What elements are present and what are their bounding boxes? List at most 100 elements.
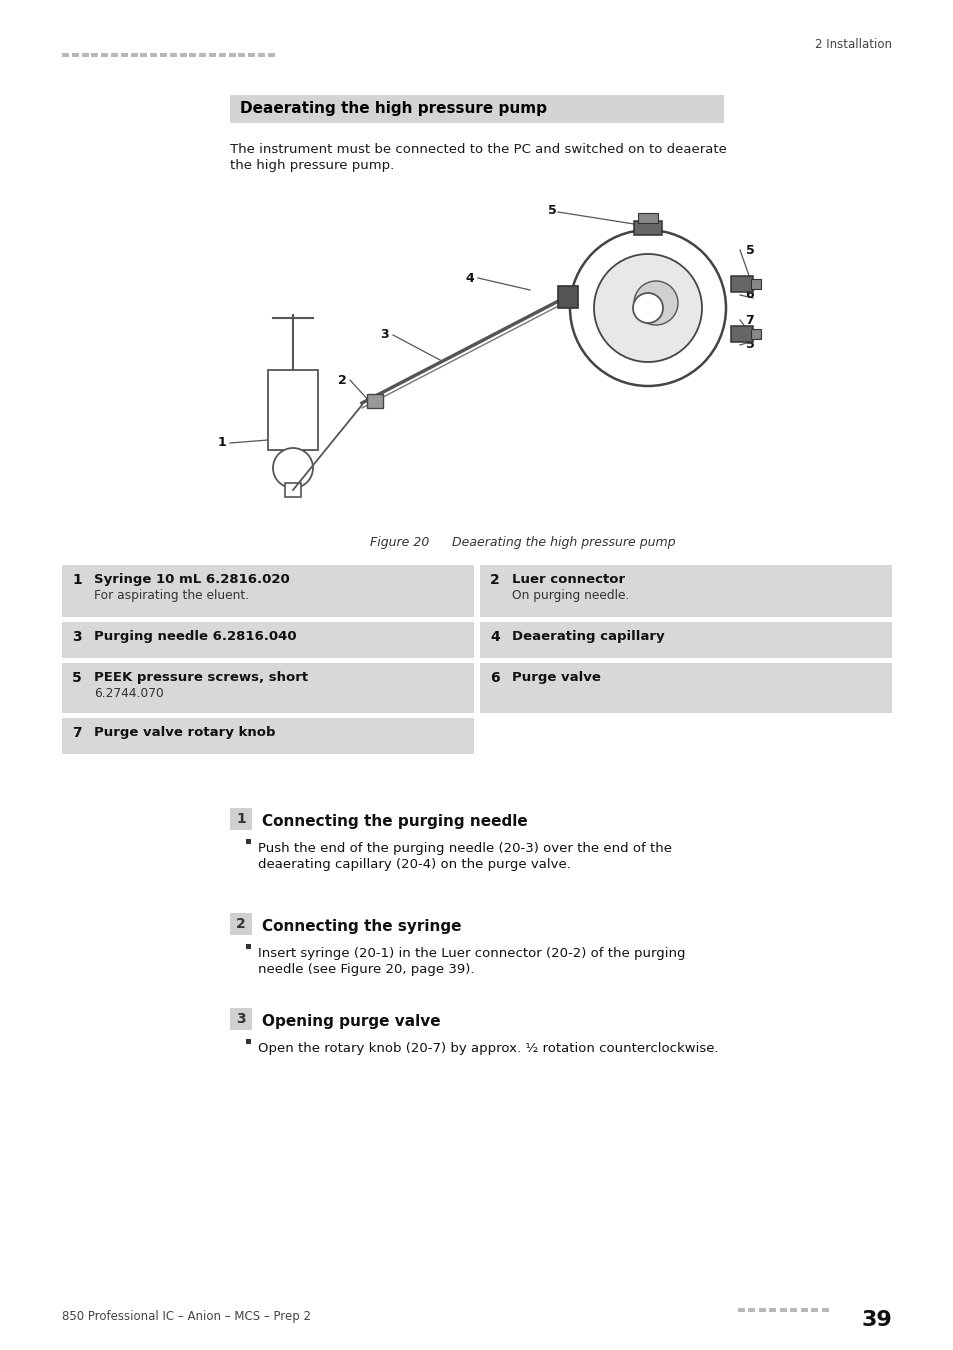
Text: deaerating capillary (20-4) on the purge valve.: deaerating capillary (20-4) on the purge… (257, 859, 570, 871)
Text: Deaerating the high pressure pump: Deaerating the high pressure pump (439, 536, 675, 549)
Bar (111, 53, 118, 57)
Text: 4: 4 (465, 271, 474, 285)
Text: 2: 2 (490, 572, 499, 587)
Bar (248, 53, 255, 57)
Bar (82, 53, 89, 57)
Text: Push the end of the purging needle (20-3) over the end of the: Push the end of the purging needle (20-3… (257, 842, 671, 855)
Text: 1: 1 (71, 572, 82, 587)
Text: Figure 20: Figure 20 (370, 536, 429, 549)
Bar (750, 279, 760, 289)
Text: 6: 6 (745, 289, 754, 301)
Circle shape (633, 293, 662, 323)
Text: Open the rotary knob (20-7) by approx. ½ rotation counterclockwise.: Open the rotary knob (20-7) by approx. ½… (257, 1042, 718, 1054)
Bar (150, 53, 157, 57)
Bar (190, 53, 196, 57)
Bar (246, 944, 251, 949)
Text: 5: 5 (745, 243, 754, 256)
Bar (367, 394, 382, 408)
Bar (759, 1308, 765, 1312)
Text: 850 Professional IC – Anion – MCS – Prep 2: 850 Professional IC – Anion – MCS – Prep… (62, 1310, 311, 1323)
Bar (62, 622, 474, 657)
Text: 6: 6 (490, 671, 499, 684)
Bar (246, 838, 251, 844)
Bar (62, 663, 474, 713)
Text: 3: 3 (380, 328, 389, 342)
Bar (179, 53, 187, 57)
Bar (257, 53, 265, 57)
Text: 3: 3 (71, 630, 82, 644)
Bar (479, 663, 891, 713)
Bar (230, 1008, 252, 1030)
Text: 7: 7 (71, 726, 82, 740)
Bar (730, 325, 752, 342)
Bar (479, 622, 891, 657)
Text: Purge valve rotary knob: Purge valve rotary knob (94, 726, 275, 738)
Bar (634, 221, 661, 235)
Text: Luer connector: Luer connector (512, 572, 624, 586)
Text: Syringe 10 mL 6.2816.020: Syringe 10 mL 6.2816.020 (94, 572, 290, 586)
Text: Connecting the syringe: Connecting the syringe (262, 919, 461, 934)
Bar (131, 53, 137, 57)
Text: 2: 2 (337, 374, 346, 386)
Text: On purging needle.: On purging needle. (512, 589, 629, 602)
Bar (229, 53, 235, 57)
Bar (230, 95, 723, 123)
Bar (780, 1308, 786, 1312)
Bar (638, 213, 658, 223)
Text: The instrument must be connected to the PC and switched on to deaerate: The instrument must be connected to the … (230, 143, 726, 157)
Bar (769, 1308, 776, 1312)
Bar (750, 329, 760, 339)
Text: Purge valve: Purge valve (512, 671, 600, 684)
Bar (140, 53, 148, 57)
Bar (71, 53, 79, 57)
Text: 2: 2 (236, 917, 246, 932)
Text: needle (see Figure 20, page 39).: needle (see Figure 20, page 39). (257, 963, 474, 976)
Bar (62, 566, 474, 617)
Text: Deaerating capillary: Deaerating capillary (512, 630, 664, 643)
Text: the high pressure pump.: the high pressure pump. (230, 159, 394, 171)
Text: For aspirating the eluent.: For aspirating the eluent. (94, 589, 249, 602)
Text: Insert syringe (20-1) in the Luer connector (20-2) of the purging: Insert syringe (20-1) in the Luer connec… (257, 946, 685, 960)
Bar (738, 1308, 744, 1312)
Bar (230, 913, 252, 936)
Text: 5: 5 (71, 671, 82, 684)
Bar (91, 53, 98, 57)
Text: 1: 1 (217, 436, 226, 450)
Bar (160, 53, 167, 57)
Text: 4: 4 (490, 630, 499, 644)
Bar (209, 53, 215, 57)
Text: 7: 7 (745, 313, 754, 327)
Bar (268, 370, 317, 450)
Bar (821, 1308, 828, 1312)
Bar (230, 809, 252, 830)
Text: 39: 39 (861, 1310, 891, 1330)
Bar (101, 53, 108, 57)
Circle shape (634, 281, 678, 325)
Text: Connecting the purging needle: Connecting the purging needle (262, 814, 527, 829)
Bar (730, 275, 752, 292)
Text: 1: 1 (236, 811, 246, 826)
Text: Purging needle 6.2816.040: Purging needle 6.2816.040 (94, 630, 296, 643)
Bar (238, 53, 245, 57)
Text: 2 Installation: 2 Installation (814, 38, 891, 51)
Text: Opening purge valve: Opening purge valve (262, 1014, 440, 1029)
Bar (246, 1040, 251, 1044)
Circle shape (273, 448, 313, 487)
Bar (479, 566, 891, 617)
Bar (170, 53, 176, 57)
Text: 3: 3 (236, 1012, 246, 1026)
Bar (121, 53, 128, 57)
Bar (285, 483, 301, 497)
Bar (199, 53, 206, 57)
Circle shape (569, 230, 725, 386)
Text: Deaerating the high pressure pump: Deaerating the high pressure pump (240, 101, 546, 116)
Text: PEEK pressure screws, short: PEEK pressure screws, short (94, 671, 308, 684)
Bar (811, 1308, 818, 1312)
Bar (62, 718, 474, 755)
Bar (790, 1308, 797, 1312)
Bar (218, 53, 226, 57)
Bar (62, 53, 69, 57)
Text: 5: 5 (547, 204, 556, 216)
Bar (268, 53, 274, 57)
Bar (558, 286, 578, 308)
